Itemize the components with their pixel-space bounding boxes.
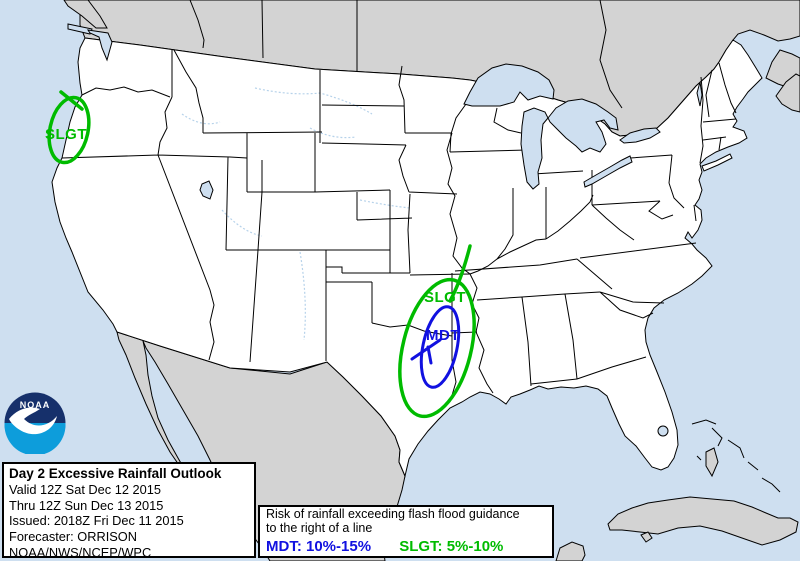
lakes (67, 23, 703, 437)
isle-of-youth (640, 531, 653, 543)
moderate-risk-contour-tail (410, 338, 442, 365)
slight-risk-contour-west (47, 95, 91, 165)
foreign-landmasses (63, 0, 800, 561)
moderate-risk-legend: MDT: 10%-15% (266, 538, 372, 555)
slight-risk-contour-west-tail (59, 90, 84, 111)
state-borders (61, 49, 737, 403)
noaa-logo-seagull (9, 407, 57, 435)
nova-scotia (775, 73, 800, 113)
lake-huron (547, 98, 619, 153)
lake-ontario (619, 127, 661, 144)
andros-island (705, 447, 719, 478)
slight-risk-label-central: SLGT (424, 289, 466, 306)
state-borders-west (61, 49, 391, 363)
puget-sound-inlet (86, 29, 113, 62)
bahamas-islands (691, 419, 781, 493)
vancouver-island (63, 0, 108, 29)
lake-erie (583, 155, 633, 188)
moderate-risk-label-central: MDT (426, 327, 460, 344)
risk-legend-box: Risk of rainfall exceeding flash flood g… (258, 505, 554, 558)
state-borders-plains (314, 65, 471, 337)
title-box: Day 2 Excessive Rainfall Outlook Valid 1… (2, 462, 256, 560)
slight-risk-contour-central (398, 277, 476, 419)
agency-name: NOAA/NWS/NCEP/WPC (9, 544, 152, 560)
canada-province-borders (189, 0, 623, 109)
lake-okeechobee (657, 425, 669, 437)
noaa-logo-text: NOAA (20, 400, 51, 410)
risk-description-line1: Risk of rainfall exceeding flash flood g… (266, 507, 520, 521)
moderate-risk-contour (410, 305, 461, 389)
noaa-logo-graphic: NOAA (4, 392, 66, 454)
noaa-logo-sea (4, 423, 66, 454)
valid-time: Valid 12Z Sat Dec 12 2015 (9, 482, 162, 497)
state-borders-south (449, 258, 647, 403)
lake-michigan (520, 107, 549, 190)
risk-values: MDT: 10%-15% SLGT: 5%-10% (266, 538, 546, 555)
moderate-risk-contour-ellipse (419, 305, 461, 389)
lake-champlain (696, 81, 703, 107)
slight-risk-label-west: SLGT (45, 126, 87, 143)
slight-risk-contours (47, 90, 476, 419)
puget-sound (67, 23, 93, 35)
risk-description-line2: to the right of a line (266, 520, 373, 535)
state-borders-midwest (446, 103, 594, 394)
slight-risk-legend: SLGT: 5%-10% (399, 538, 504, 555)
forecaster-name: Forecaster: ORRISON (9, 529, 137, 545)
thru-time: Thru 12Z Sun Dec 13 2015 (9, 497, 164, 513)
outlook-title: Day 2 Excessive Rainfall Outlook (9, 466, 222, 481)
great-salt-lake (199, 180, 214, 200)
cuba (607, 496, 799, 546)
state-borders-east (576, 62, 737, 319)
slight-risk-contour-central-tail (448, 244, 472, 303)
noaa-logo: NOAA (4, 392, 66, 454)
long-island (701, 153, 733, 172)
yucatan-tip (555, 541, 586, 561)
lake-superior (463, 63, 555, 107)
issued-time: Issued: 2018Z Fri Dec 11 2015 (9, 513, 184, 529)
